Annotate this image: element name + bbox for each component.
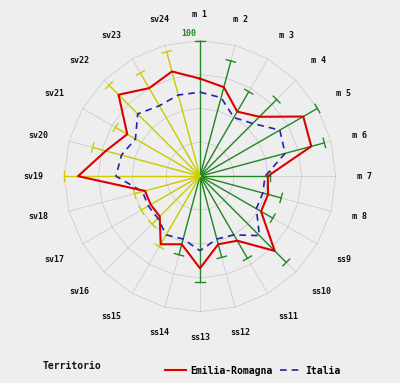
Text: m 2: m 2 [233,15,248,25]
Text: sv21: sv21 [44,88,64,98]
Text: ss15: ss15 [101,312,121,321]
Text: sv22: sv22 [69,56,89,65]
Text: ss10: ss10 [311,287,331,296]
Text: ss11: ss11 [279,312,299,321]
Text: ss13: ss13 [190,333,210,342]
Text: sv19: sv19 [23,172,43,181]
Text: ss9: ss9 [336,255,351,264]
Text: sv18: sv18 [28,212,48,221]
Text: 100: 100 [181,29,196,38]
Text: m 5: m 5 [336,88,351,98]
Text: sv17: sv17 [44,255,64,264]
Text: sv16: sv16 [69,287,89,296]
Text: m 8: m 8 [352,212,367,221]
Text: sv24: sv24 [149,15,169,25]
Text: sv23: sv23 [101,31,121,40]
Text: ss14: ss14 [149,328,169,337]
Text: m 7: m 7 [357,172,372,181]
Text: ss12: ss12 [231,328,251,337]
Text: Territorio: Territorio [43,361,101,371]
Legend: Emilia-Romagna, Italia: Emilia-Romagna, Italia [165,366,341,376]
Text: sv20: sv20 [28,131,48,140]
Text: m 3: m 3 [279,31,294,40]
Text: m 4: m 4 [311,56,326,65]
Text: m 1: m 1 [192,10,208,19]
Text: m 6: m 6 [352,131,367,140]
